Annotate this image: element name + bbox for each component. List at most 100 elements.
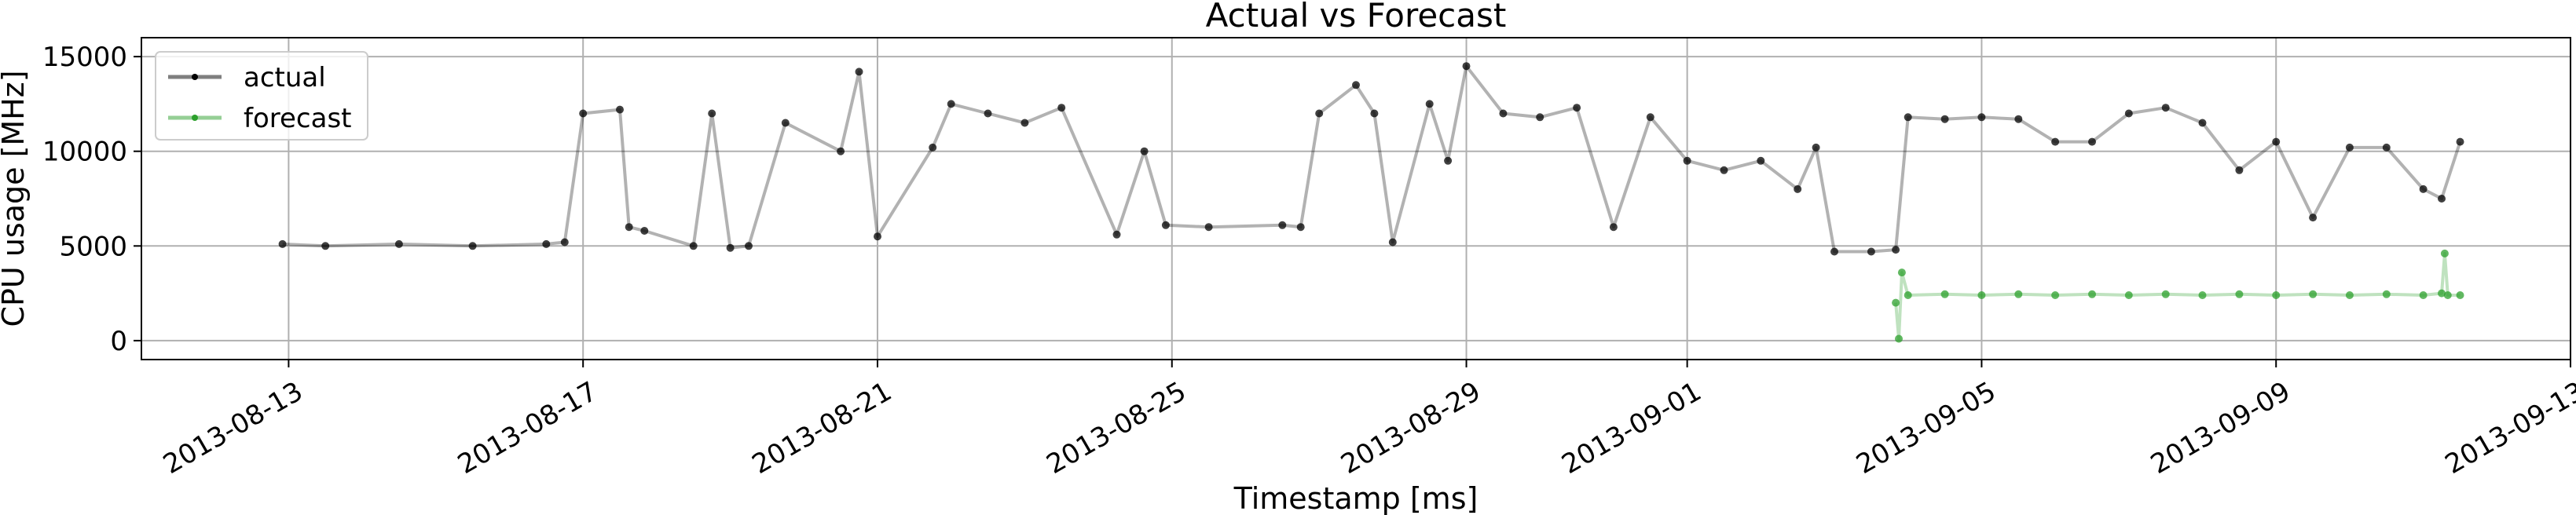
y-tick-label: 10000	[42, 137, 127, 168]
data-point-forecast	[1892, 298, 1900, 307]
data-point-actual	[689, 242, 698, 250]
data-point-forecast	[2014, 290, 2023, 298]
data-point-actual	[1140, 147, 1149, 155]
data-point-forecast	[1940, 290, 1949, 298]
data-point-actual	[1021, 119, 1029, 127]
data-point-forecast	[2051, 291, 2060, 299]
data-point-actual	[745, 242, 753, 250]
data-point-actual	[2014, 115, 2023, 123]
data-point-actual	[1757, 156, 1765, 165]
legend-label-actual: actual	[244, 62, 326, 93]
data-point-actual	[2235, 166, 2244, 174]
data-point-actual	[1977, 113, 1986, 122]
y-axis-title: CPU usage [MHz]	[0, 70, 31, 327]
data-point-actual	[468, 242, 477, 250]
data-point-actual	[1830, 247, 1838, 256]
data-point-forecast	[2345, 291, 2354, 299]
data-point-actual	[708, 109, 716, 118]
series-line-forecast	[1894, 251, 2461, 341]
y-tick-label: 15000	[42, 42, 127, 73]
forecast-series	[1892, 249, 2464, 343]
data-point-actual	[1892, 246, 1900, 254]
data-point-actual	[984, 109, 992, 118]
data-point-actual	[1720, 166, 1728, 174]
data-point-actual	[542, 239, 551, 248]
data-point-actual	[947, 100, 955, 108]
y-tick-label: 0	[110, 326, 127, 357]
data-point-actual	[1315, 109, 1324, 118]
data-point-forecast	[2438, 289, 2446, 298]
legend: actual forecast	[155, 51, 368, 141]
data-point-forecast	[2456, 291, 2464, 299]
data-point-actual	[1352, 81, 1360, 89]
plot-frame	[141, 37, 2571, 360]
y-tick-label: 5000	[59, 231, 127, 262]
data-point-actual	[1388, 238, 1397, 247]
data-point-actual	[2456, 137, 2464, 146]
data-point-actual	[2088, 137, 2096, 146]
data-point-forecast	[2198, 291, 2207, 299]
data-point-actual	[781, 119, 790, 127]
data-point-forecast	[2440, 249, 2449, 258]
data-point-actual	[2309, 214, 2318, 222]
data-point-actual	[1867, 247, 1875, 256]
data-point-forecast	[2419, 291, 2428, 299]
x-axis-title: Timestamp [ms]	[1233, 481, 1479, 515]
data-point-actual	[1204, 223, 1213, 232]
data-point-actual	[726, 243, 735, 252]
data-point-actual	[2382, 143, 2391, 152]
data-point-forecast	[1897, 268, 1906, 277]
chart-title: Actual vs Forecast	[1206, 0, 1507, 35]
data-point-actual	[2419, 184, 2428, 193]
data-point-actual	[1425, 100, 1434, 108]
data-point-actual	[2198, 119, 2207, 127]
data-point-forecast	[2443, 291, 2452, 299]
data-point-actual	[1683, 156, 1691, 165]
data-point-actual	[1573, 104, 1581, 112]
data-point-actual	[560, 238, 569, 247]
data-point-actual	[579, 109, 588, 118]
data-point-actual	[625, 223, 633, 232]
data-point-actual	[640, 227, 649, 235]
data-point-actual	[321, 242, 330, 250]
data-point-actual	[1112, 230, 1121, 239]
data-point-forecast	[1977, 291, 1986, 299]
data-point-actual	[394, 239, 403, 248]
data-point-actual	[278, 239, 287, 248]
data-point-actual	[929, 143, 937, 152]
data-point-actual	[2438, 195, 2446, 203]
data-point-actual	[2345, 143, 2354, 152]
data-point-actual	[1161, 221, 1170, 229]
data-point-actual	[874, 232, 881, 241]
data-point-actual	[1536, 113, 1545, 122]
actual-series	[278, 62, 2464, 256]
data-point-actual	[1812, 143, 1820, 152]
data-point-forecast	[2124, 291, 2133, 299]
data-point-actual	[1646, 113, 1654, 122]
data-point-forecast	[2088, 290, 2096, 298]
data-point-actual	[616, 105, 624, 114]
data-point-forecast	[1904, 291, 1912, 299]
data-point-actual	[1370, 109, 1379, 118]
data-point-actual	[1444, 156, 1453, 165]
data-point-forecast	[2235, 290, 2244, 298]
data-point-forecast	[2161, 290, 2170, 298]
data-point-actual	[1296, 223, 1305, 232]
data-point-forecast	[2272, 291, 2281, 299]
data-point-forecast	[2382, 290, 2391, 298]
data-point-actual	[1904, 113, 1912, 122]
data-point-actual	[837, 147, 845, 155]
data-point-actual	[1057, 104, 1066, 112]
y-axis-ticks: 0 5000 10000 15000	[42, 42, 141, 357]
data-point-actual	[1609, 223, 1618, 232]
data-point-actual	[1278, 221, 1287, 229]
legend-label-forecast: forecast	[244, 103, 352, 134]
data-point-actual	[855, 68, 863, 76]
data-point-actual	[1794, 184, 1802, 193]
data-point-actual	[1940, 115, 1949, 123]
series-line-actual	[282, 64, 2462, 254]
data-point-actual	[2161, 104, 2170, 112]
data-point-actual	[2051, 137, 2060, 146]
